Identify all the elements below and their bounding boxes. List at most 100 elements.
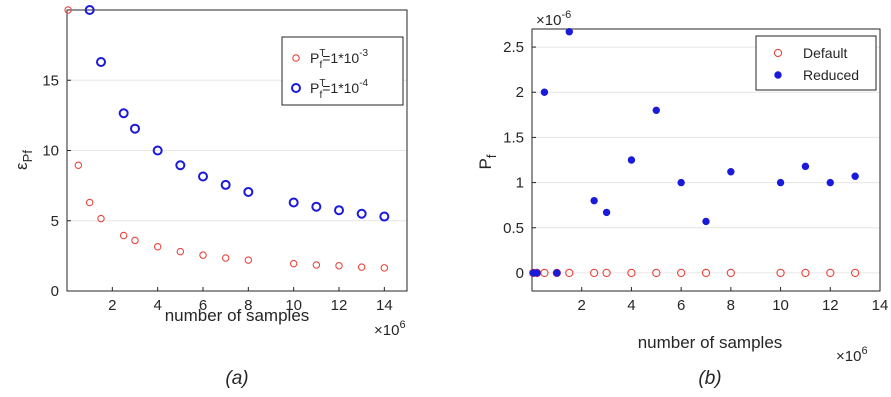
- a-x-exponent: ×106: [374, 319, 406, 339]
- b-series-1-point-13: [801, 268, 810, 278]
- b-series-2-point-4: [565, 28, 573, 36]
- a-series-2-point-6: [198, 171, 208, 182]
- a-xtick-label-0: 2: [108, 297, 116, 314]
- b-series-2-point-6: [602, 208, 611, 217]
- a-series-1-point-12: [312, 261, 321, 269]
- a-series-2-point-9: [288, 197, 299, 208]
- a-ytick-label-0: 0: [51, 283, 59, 300]
- b-series-2-point-12: [776, 178, 785, 187]
- a-series-1-point-0: [64, 6, 72, 14]
- b-xlabel: number of samples: [638, 333, 783, 352]
- a-legend-2-sup: T: [319, 78, 325, 89]
- b-series-2-point-8: [652, 106, 660, 115]
- a-series-2-point-2: [118, 108, 129, 119]
- b-series-1-point-6: [602, 268, 611, 278]
- a-xtick-label-6: 14: [376, 297, 393, 314]
- a-legend-label-2: PT f=1*10-4: [310, 78, 369, 101]
- b-series-2-point-1: [533, 269, 541, 277]
- b-series-1-point-2: [540, 268, 549, 278]
- a-xtick-label-4: 10: [285, 297, 302, 314]
- a-legend-1-sub: f: [319, 60, 322, 71]
- a-series-2-point-0: [84, 5, 95, 15]
- b-xtick-label-5: 12: [822, 297, 839, 314]
- a-series-1-point-14: [357, 263, 366, 271]
- b-series-2-point-2: [540, 88, 549, 96]
- b-series-1-point-8: [652, 268, 661, 278]
- a-legend-2-rest: =1*10: [322, 80, 359, 96]
- b-series-1-point-7: [627, 268, 636, 278]
- b-xtick-label-1: 4: [627, 297, 635, 314]
- a-legend-1-exp: -3: [359, 48, 368, 59]
- b-series-1-point-9: [676, 268, 686, 278]
- b-series-2-point-10: [702, 217, 710, 226]
- b-axes-box: [531, 28, 881, 292]
- b-series-1-point-12: [776, 268, 785, 278]
- b-y-exponent-power: -6: [561, 9, 571, 21]
- a-legend-1-sup: T: [319, 48, 325, 59]
- b-legend-marker-2: [774, 71, 782, 79]
- a-series-1-point-3: [97, 214, 105, 223]
- b-series-2-point-15: [851, 172, 859, 180]
- a-series-1-point-11: [289, 259, 298, 268]
- a-series-2-point-7: [220, 179, 231, 190]
- a-legend-2-sub: f: [319, 90, 322, 101]
- a-legend-box: [281, 36, 404, 106]
- a-xtick-label-5: 12: [331, 297, 348, 314]
- a-legend-1-rest: =1*10: [322, 50, 359, 66]
- a-series-1-point-7: [176, 247, 185, 256]
- a-ytick-label-2: 10: [42, 143, 59, 160]
- b-ytick-label-5: 2.5: [503, 39, 524, 56]
- b-series-1-point-5: [589, 268, 599, 278]
- b-y-exponent: ×10-6: [536, 9, 571, 29]
- a-marks: [64, 5, 390, 272]
- b-ylabel-subscript: f: [484, 154, 499, 158]
- b-ytick-label-3: 1.5: [503, 129, 524, 146]
- panel-b: 0 0.5 1 1.5 2 2.5 2 4 6 8 10 12 14 ×10-6 number of s…: [476, 9, 888, 389]
- b-series-2-point-7: [627, 156, 636, 164]
- a-series-1-point-13: [335, 261, 343, 270]
- a-series-1-point-2: [85, 198, 94, 207]
- b-legend-marker-1: [773, 48, 783, 58]
- a-series-1-point-4: [119, 231, 128, 240]
- b-series-1-point-11: [726, 268, 736, 278]
- a-xtick-label-1: 4: [153, 297, 161, 314]
- a-series-2-point-4: [152, 145, 163, 156]
- b-xtick-label-0: 2: [578, 297, 586, 314]
- a-series-1-point-15: [380, 264, 389, 272]
- a-gridlines: [67, 79, 407, 292]
- a-xtick-label-3: 8: [244, 297, 252, 314]
- b-series-2-point-9: [677, 178, 685, 187]
- b-series-1-point-10: [701, 268, 711, 278]
- b-ticks: 0 0.5 1 1.5 2 2.5 2 4 6 8 10 12 14: [503, 39, 888, 314]
- a-x-exponent-power: 6: [399, 319, 405, 331]
- a-ytick-label-1: 5: [51, 213, 59, 230]
- a-legend: PT f=1*10-3 PT f=1*10-4: [281, 36, 404, 106]
- b-ytick-label-4: 2: [516, 84, 524, 101]
- a-xtick-label-2: 6: [199, 297, 207, 314]
- a-series-1-point-6: [153, 242, 162, 251]
- b-xtick-label-2: 6: [677, 297, 685, 314]
- a-series-2-point-5: [175, 160, 186, 171]
- a-ticks: 0 5 10 15 2 4 6 8 10 12 14: [42, 72, 392, 314]
- b-legend-label-1: Default: [803, 45, 847, 61]
- a-xlabel: number of samples: [165, 306, 310, 325]
- a-legend-marker-2: [291, 83, 301, 93]
- a-series-2-point-8: [243, 186, 254, 197]
- b-ytick-label-0: 0: [516, 265, 524, 282]
- a-caption: (a): [225, 368, 248, 389]
- a-series-2-point-11: [334, 205, 344, 216]
- b-caption: (b): [698, 368, 721, 389]
- a-series-2-point-1: [96, 56, 106, 67]
- b-ylabel: Pf: [476, 154, 499, 169]
- b-ytick-label-1: 0.5: [503, 220, 524, 237]
- b-series-1-point-15: [850, 268, 860, 278]
- a-legend-label-1: PT f=1*10-3: [310, 48, 369, 71]
- a-series-2-point-12: [356, 208, 367, 219]
- a-series-2-point-10: [311, 201, 322, 212]
- a-series-2-point-13: [379, 211, 390, 222]
- b-x-exponent-power: 6: [861, 345, 867, 357]
- a-ylabel-subscript: Pf: [20, 150, 35, 163]
- b-series-1-point-4: [565, 268, 574, 278]
- a-series-2-point-3: [130, 123, 140, 134]
